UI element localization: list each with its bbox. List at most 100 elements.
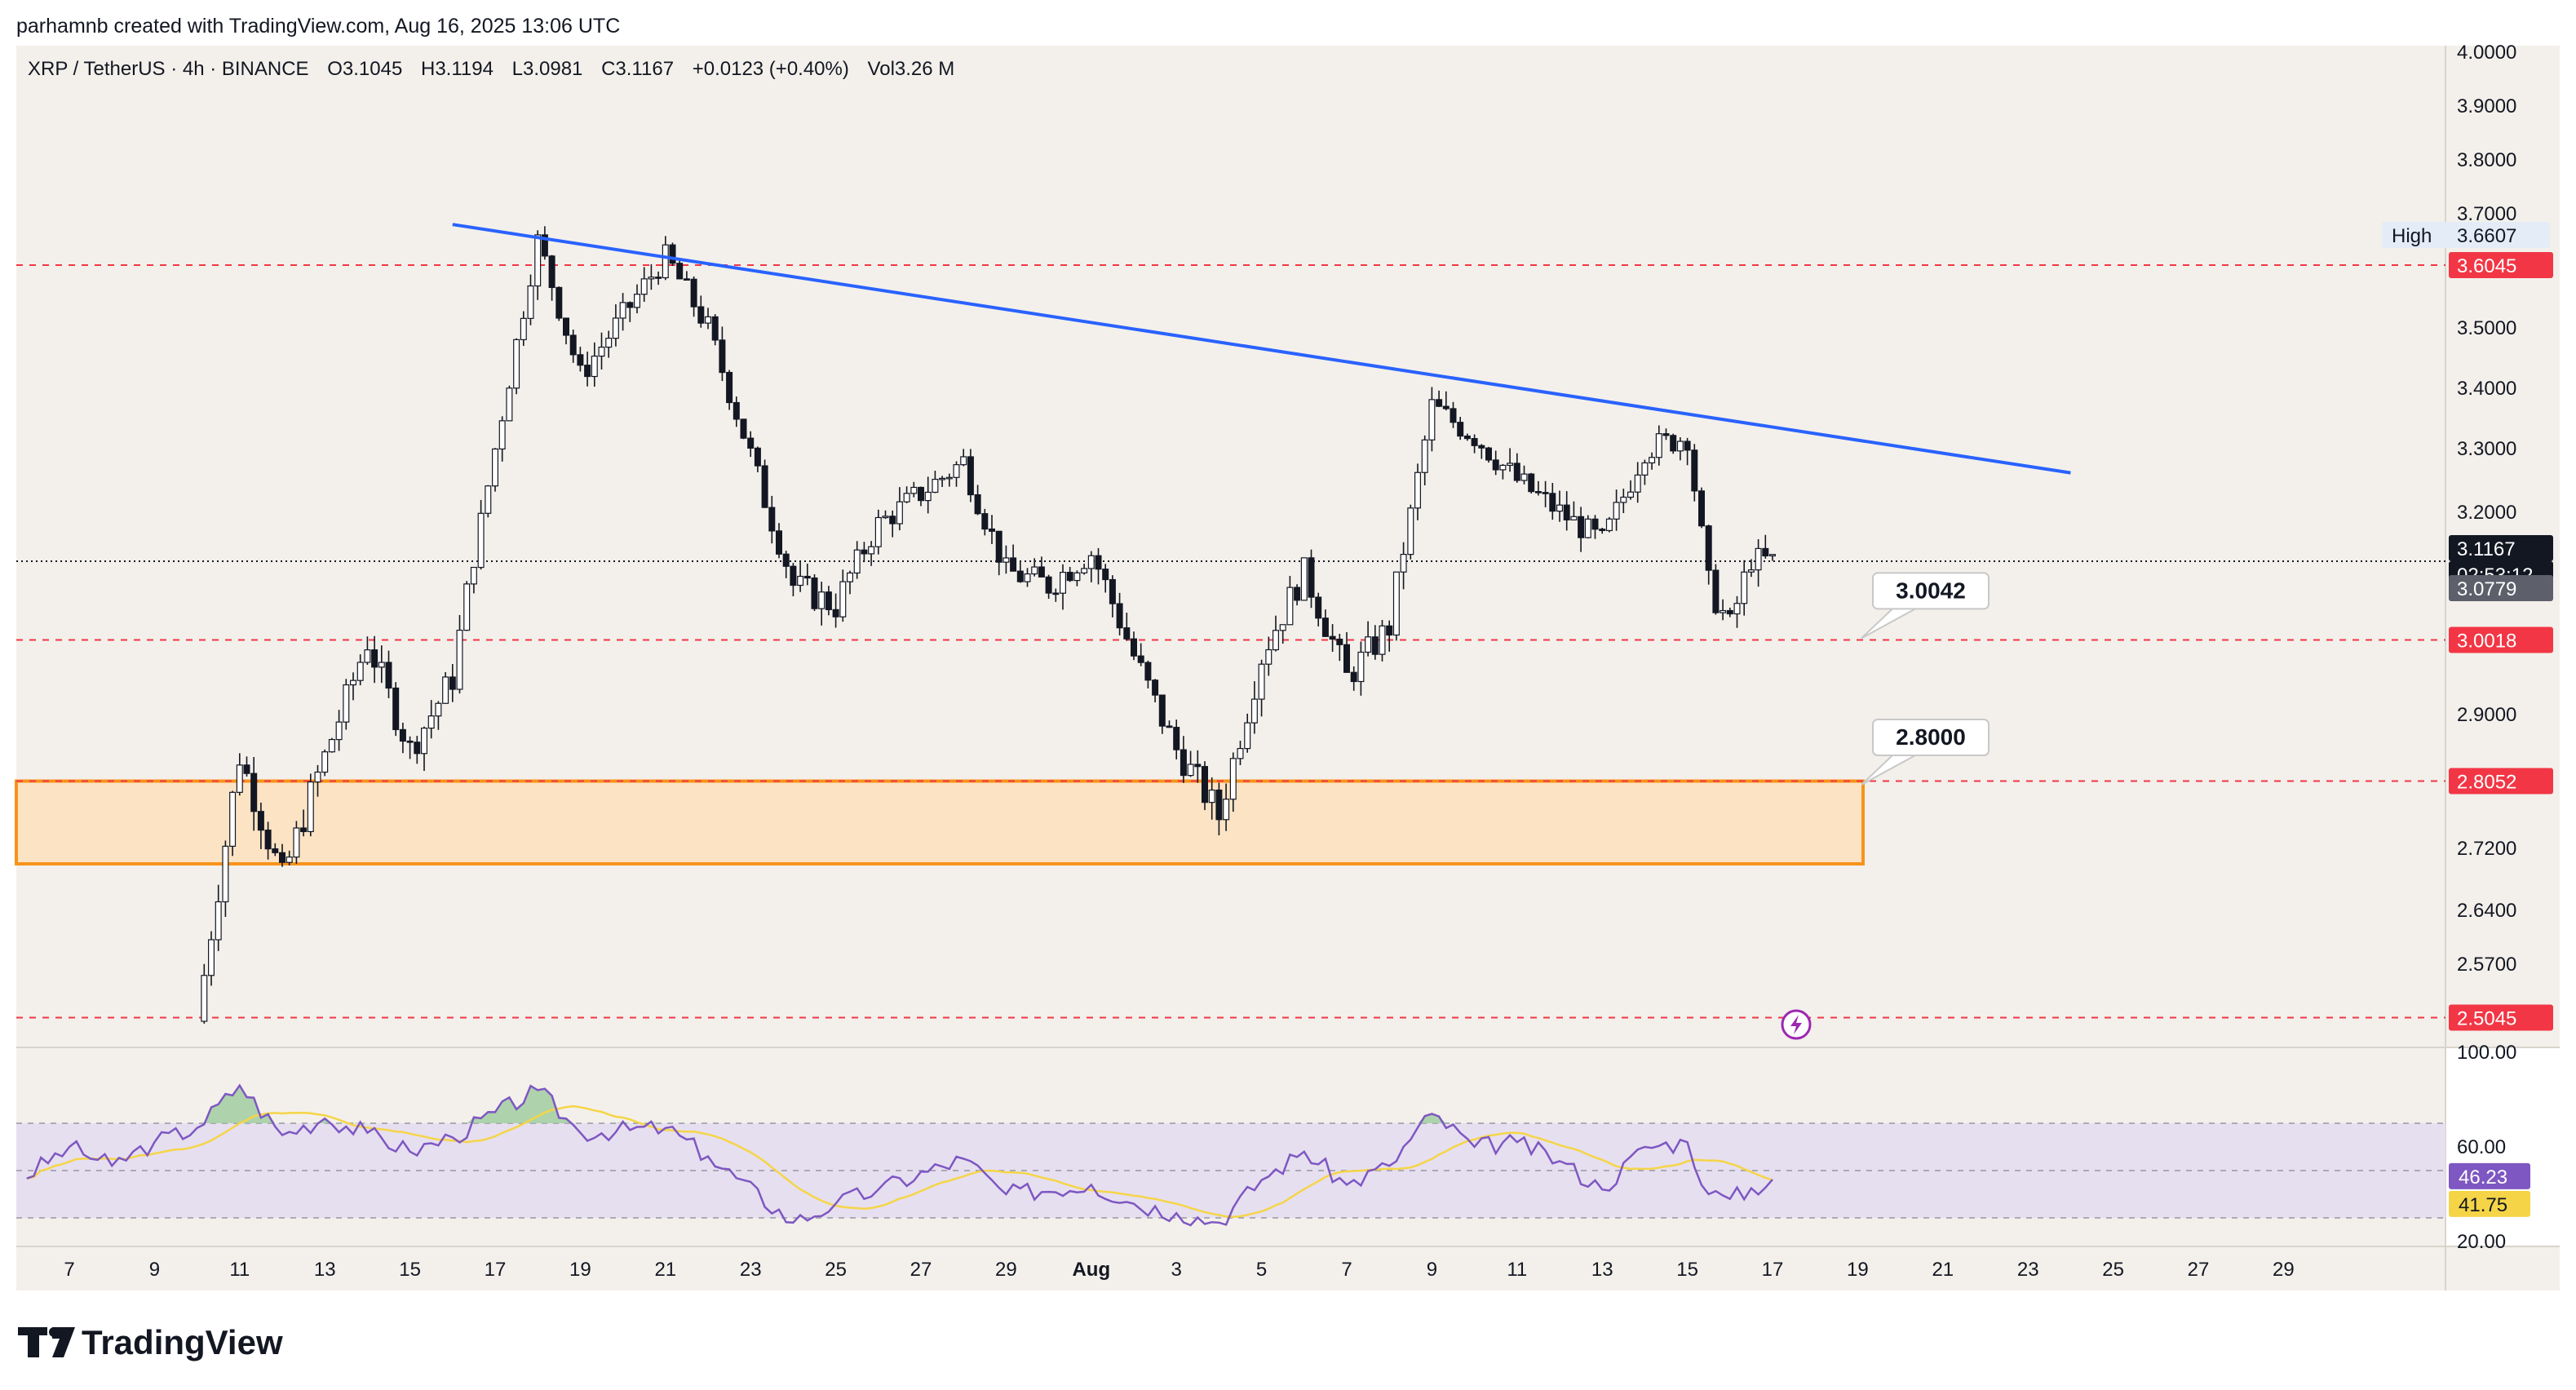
candle-body <box>1726 609 1733 615</box>
candle-body <box>988 528 995 532</box>
candle-body <box>1392 571 1400 636</box>
candle-body <box>1442 405 1450 409</box>
candle-body <box>939 477 946 480</box>
candle-body <box>1755 547 1762 571</box>
candle-body <box>874 516 882 547</box>
time-tick-label: 27 <box>910 1259 932 1281</box>
high-marker-bg <box>2382 221 2550 248</box>
candle-body <box>215 901 222 941</box>
candle-body <box>662 244 669 279</box>
candle-body <box>208 939 215 976</box>
candle-body <box>1081 568 1088 573</box>
candle-body <box>676 263 684 280</box>
candle-body <box>272 848 279 853</box>
candle-body <box>1570 516 1578 520</box>
price-tick-label: 3.7000 <box>2457 203 2516 225</box>
time-tick-label: 29 <box>2273 1259 2295 1281</box>
price-axis[interactable]: 4.0000 3.9000 3.8000 3.7000 3.5000 3.4000 3.30… <box>2457 42 2516 976</box>
candle-body <box>1357 651 1365 683</box>
price-tick-label: 4.0000 <box>2457 42 2516 64</box>
candle-body <box>1166 725 1173 728</box>
rsi-axis: 100.00 60.00 20.00 <box>2457 1042 2516 1253</box>
candle-body <box>435 702 442 717</box>
candle-body <box>846 572 853 582</box>
price-tick-label: 3.8000 <box>2457 149 2516 171</box>
candle-body <box>853 549 861 574</box>
candle-body <box>1634 474 1641 493</box>
event-marker[interactable] <box>1781 1009 1812 1040</box>
candle-body <box>491 448 498 487</box>
candle-body <box>1528 473 1535 493</box>
candle-body <box>697 306 705 324</box>
time-tick-label: 5 <box>1256 1259 1267 1281</box>
candle-body <box>719 339 726 374</box>
candle-body <box>811 577 818 609</box>
rsi-value-bg <box>2449 1190 2530 1217</box>
candle-body <box>356 662 364 681</box>
candle-body <box>314 771 321 783</box>
trendline[interactable] <box>452 223 2071 475</box>
candle-body <box>534 234 542 287</box>
candle-body <box>1300 557 1308 601</box>
candle-body <box>477 512 485 569</box>
time-tick-label: 11 <box>1507 1259 1527 1281</box>
candle-body <box>889 516 896 525</box>
candle-body <box>555 286 563 319</box>
candle-body <box>633 294 640 308</box>
time-axis[interactable]: 7 9 11 13 15 17 19 21 23 25 27 29 Aug 3 5 7 9 11 13 15 17 19 2… <box>64 1259 2294 1281</box>
candle-body <box>1244 722 1251 750</box>
callout-box[interactable] <box>1872 572 1990 610</box>
candle-body <box>385 662 392 689</box>
candle-body <box>882 516 889 519</box>
candle-body <box>1407 507 1414 556</box>
candle-body <box>1542 492 1549 494</box>
support-zone[interactable] <box>15 779 1865 866</box>
candle-body <box>1024 573 1031 582</box>
candle-body <box>222 845 229 903</box>
candle-body <box>619 302 626 319</box>
price-label-bg <box>2449 575 2553 602</box>
candle-body <box>236 764 243 793</box>
high-marker-label: High <box>2392 225 2432 247</box>
candle-body <box>1272 630 1279 651</box>
candle-body <box>350 680 357 686</box>
candle-body <box>775 530 782 555</box>
symbol-legend[interactable]: XRP / TetherUS · 4h · BINANCE O3.1045 H3… <box>28 58 954 80</box>
candle-body <box>1599 529 1606 532</box>
time-tick-label: 23 <box>740 1259 762 1281</box>
candle-body <box>1294 587 1301 601</box>
candle-body <box>648 277 655 280</box>
price-pane[interactable] <box>16 46 2445 1047</box>
candle-body <box>364 649 371 663</box>
candle-body <box>293 827 300 858</box>
candle-body <box>442 676 449 704</box>
callouts[interactable]: 3.0042 2.8000 <box>1861 572 1990 786</box>
candle-body <box>754 447 761 467</box>
price-label: 2.8052 <box>2457 772 2516 794</box>
candle-body <box>1676 440 1684 452</box>
candle-body <box>577 354 584 366</box>
candle-body <box>896 501 903 525</box>
candle-body <box>307 781 314 833</box>
candle-body <box>803 575 811 579</box>
candle-body <box>399 728 406 742</box>
candle-body <box>520 317 527 340</box>
candle-body <box>903 493 910 502</box>
time-axis-pane[interactable] <box>16 1246 2560 1290</box>
candle-body <box>1613 502 1620 520</box>
candle-body <box>1620 496 1627 503</box>
rsi-guides <box>16 1122 2445 1219</box>
candle-body <box>264 830 272 850</box>
candle-body <box>1215 789 1223 821</box>
candle-body <box>463 583 471 631</box>
callout-box[interactable] <box>1872 719 1990 756</box>
candle-body <box>541 234 548 257</box>
price-label: 3.0779 <box>2457 578 2516 600</box>
time-tick-label: 15 <box>1676 1259 1698 1281</box>
candle-body <box>427 715 435 729</box>
change-value: +0.0123 (+0.40%) <box>693 58 849 80</box>
price-tick-label: 2.5700 <box>2457 954 2516 976</box>
candle-body <box>974 494 981 515</box>
price-tick-label: 2.7200 <box>2457 838 2516 860</box>
